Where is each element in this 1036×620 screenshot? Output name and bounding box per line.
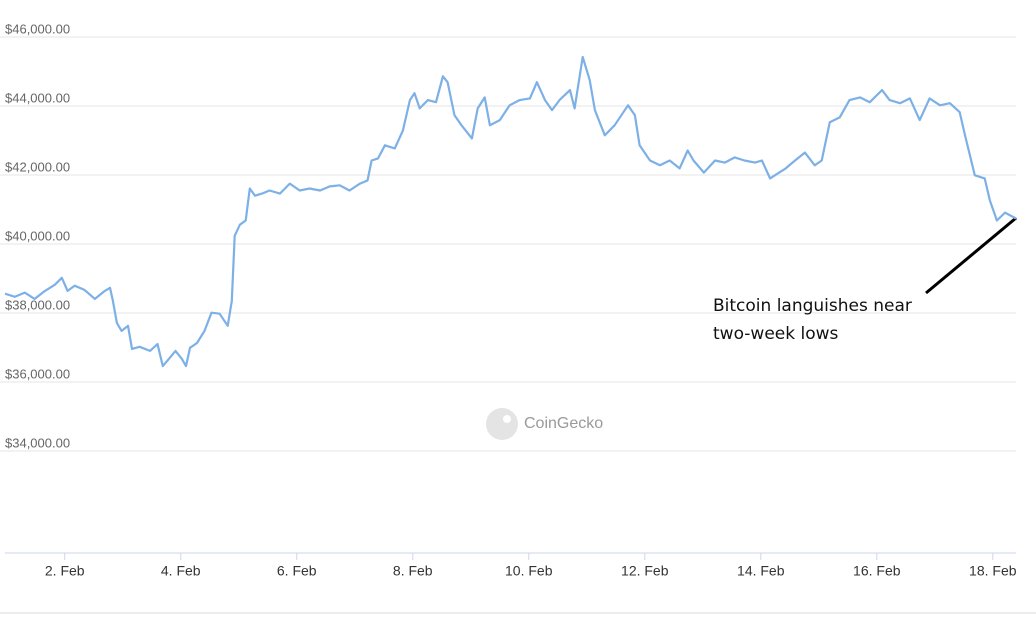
x-tick-label: 16. Feb (853, 563, 901, 579)
annotation-pointer (925, 216, 1017, 295)
watermark-logo (486, 408, 518, 440)
watermark: CoinGecko (524, 415, 603, 432)
x-tick-label: 8. Feb (393, 563, 433, 579)
x-tick-label: 6. Feb (277, 563, 317, 579)
y-tick-label: $40,000.00 (5, 228, 70, 243)
watermark-logo-eye (503, 415, 511, 423)
y-tick-label: $46,000.00 (5, 21, 70, 36)
y-tick-label: $34,000.00 (5, 435, 70, 450)
x-tick-label: 18. Feb (969, 563, 1017, 579)
x-tick-label: 2. Feb (45, 563, 85, 579)
price-line (4, 55, 1017, 368)
annotation: Bitcoin languishes near two-week lows (713, 296, 912, 344)
x-tick-label: 4. Feb (161, 563, 201, 579)
y-tick-label: $38,000.00 (5, 297, 70, 312)
x-tick-label: 12. Feb (621, 563, 669, 579)
x-tick-label: 14. Feb (737, 563, 785, 579)
x-tick-label: 10. Feb (505, 563, 553, 579)
y-tick-label: $42,000.00 (5, 159, 70, 174)
y-tick-label: $44,000.00 (5, 90, 70, 105)
y-tick-label: $36,000.00 (5, 366, 70, 381)
